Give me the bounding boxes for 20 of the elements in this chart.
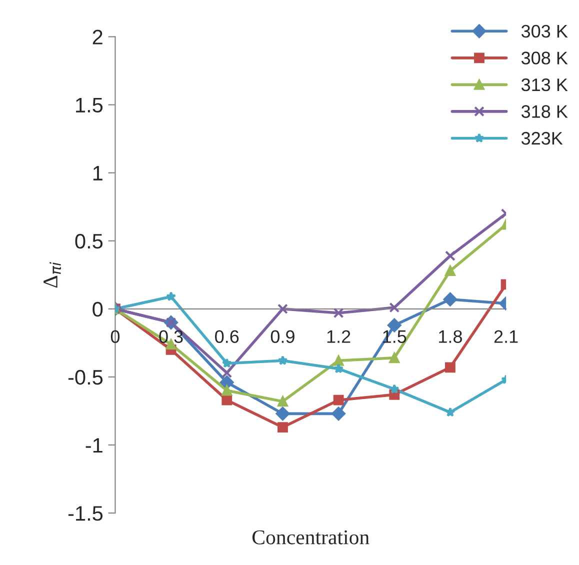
y-tick-label: -1 <box>86 438 102 453</box>
y-tick-label: 1.5 <box>76 98 103 113</box>
x-tick-label: 0.9 <box>270 330 294 343</box>
legend-label: 303 K <box>521 24 568 38</box>
x-tick-label: 2.1 <box>494 330 518 343</box>
x-axis-title: Concentration <box>252 530 370 544</box>
y-tick-label: 0.5 <box>75 234 103 249</box>
y-tick-label: -1.5 <box>68 506 103 521</box>
legend-label: 308 K <box>521 52 568 64</box>
y-tick-label: -0.5 <box>68 370 103 385</box>
x-tick-label: 1.2 <box>327 330 350 343</box>
legend-label: 323K <box>521 132 563 145</box>
y-tick-label: 2 <box>92 30 102 44</box>
y-tick-label: 1 <box>93 166 102 180</box>
x-tick-label: 1.8 <box>439 330 462 343</box>
y-axis-title: Δ$_{πi}$ <box>44 262 62 288</box>
x-tick-label: 0.6 <box>215 330 239 343</box>
legend-label: 313 K <box>521 78 568 92</box>
y-tick-label: 0 <box>92 302 103 317</box>
legend-label: 318 K <box>521 105 568 118</box>
